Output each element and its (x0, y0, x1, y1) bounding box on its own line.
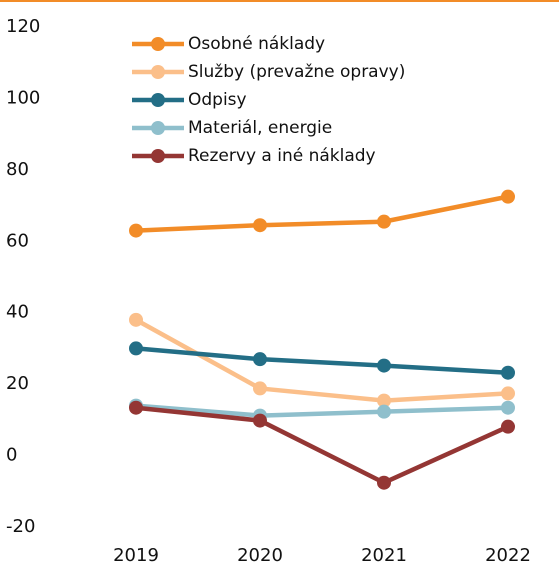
point (501, 419, 515, 434)
legend-label: Rezervy a iné náklady (188, 146, 376, 166)
point (129, 312, 143, 327)
y-tick-label: 60 (6, 230, 29, 251)
y-tick-label: 80 (6, 159, 29, 180)
point (253, 413, 267, 428)
legend-label: Osobné náklady (188, 34, 325, 54)
point (377, 393, 391, 408)
x-tick-label: 2022 (485, 545, 531, 566)
point (253, 381, 267, 396)
legend-label: Služby (prevažne opravy) (188, 62, 405, 82)
point (377, 214, 391, 229)
series-line (135, 194, 509, 233)
x-tick-label: 2021 (361, 545, 407, 566)
legend-marker (151, 121, 165, 135)
series-line (135, 403, 509, 418)
series-line (135, 346, 509, 375)
legend-marker (151, 93, 165, 107)
y-tick-label: -20 (6, 516, 35, 537)
y-tick-label: 0 (6, 445, 17, 466)
legend-marker (151, 65, 165, 79)
top-border (0, 0, 559, 2)
point (501, 400, 515, 415)
y-tick-label: 20 (6, 373, 29, 394)
legend-marker (151, 149, 165, 163)
point (377, 404, 391, 419)
point (129, 223, 143, 238)
legend-label: Odpisy (188, 90, 247, 110)
y-tick-label: 120 (6, 16, 40, 37)
x-tick-label: 2019 (113, 545, 159, 566)
point (377, 358, 391, 373)
legend-label: Materiál, energie (188, 118, 332, 138)
point (129, 400, 143, 415)
series-line (135, 405, 509, 485)
point (501, 189, 515, 204)
point (501, 365, 515, 380)
point (377, 475, 391, 490)
y-tick-label: 40 (6, 302, 29, 323)
point (253, 218, 267, 233)
point (501, 386, 515, 401)
point (129, 341, 143, 356)
x-tick-label: 2020 (237, 545, 283, 566)
legend-marker (151, 37, 165, 51)
point (253, 352, 267, 367)
y-tick-label: 100 (6, 87, 40, 108)
